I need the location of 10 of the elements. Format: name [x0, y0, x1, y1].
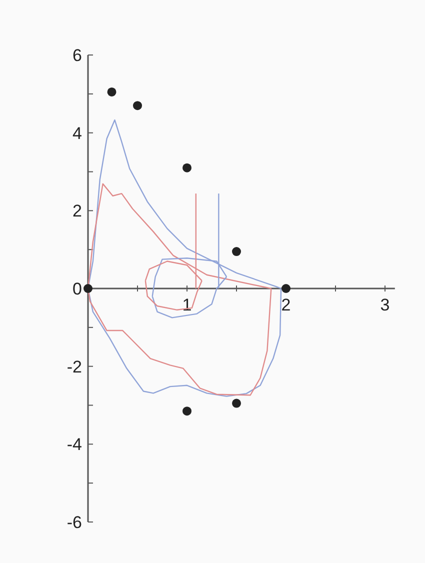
y-tick-label: 6 [72, 46, 82, 65]
y-tick-label: -2 [66, 357, 82, 376]
x-tick-label: 1 [182, 296, 192, 314]
y-tick-label: 4 [72, 124, 82, 143]
y-tick-label: -6 [66, 513, 82, 532]
y-tick-label: 2 [72, 202, 82, 221]
x-tick-label: 2 [281, 296, 291, 314]
y-tick-label: 0 [72, 280, 82, 298]
x-tick-label: 3 [380, 296, 390, 314]
y-tick-label: -4 [66, 435, 82, 454]
